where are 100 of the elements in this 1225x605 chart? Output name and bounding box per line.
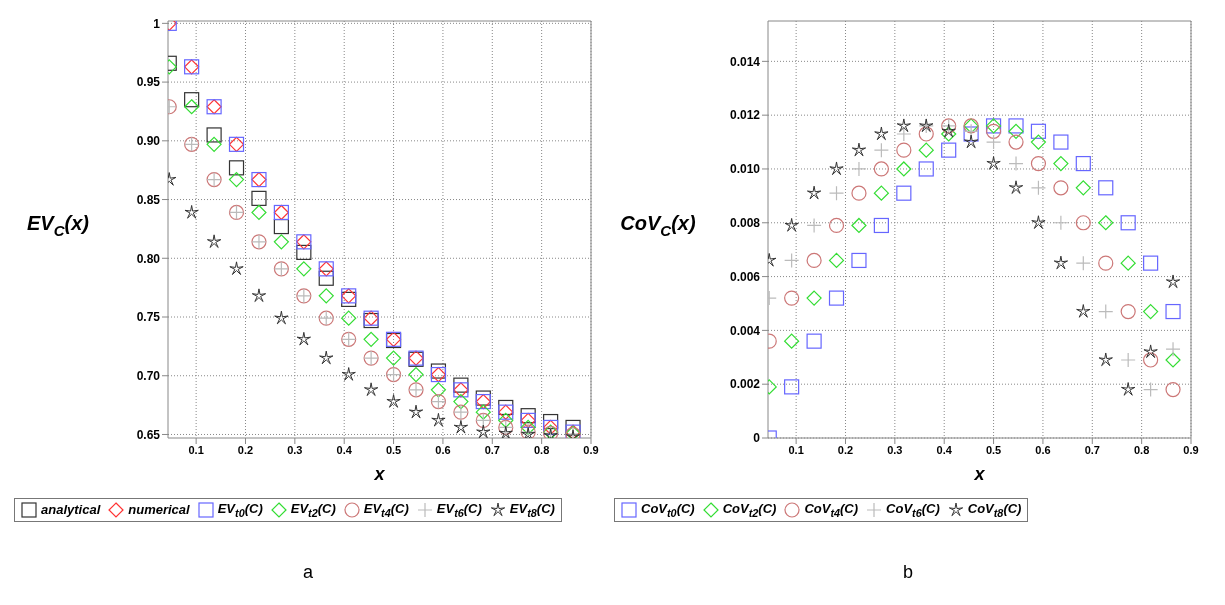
point [985,134,1002,150]
x-tick-label: 0.6 [435,443,451,456]
point [985,123,1002,139]
point [229,261,244,276]
point [1030,123,1047,139]
point [828,217,845,234]
point [520,419,536,436]
point [941,142,957,158]
point [851,252,867,269]
point [1098,180,1114,196]
y-tick-label: 0.95 [136,75,161,90]
x-tick-label: 0.4 [336,443,353,456]
x-tick-label: 0.5 [385,443,402,456]
legend-label: CoV$_{t0}$(C) [641,501,695,519]
point [1165,381,1181,398]
point [228,171,245,188]
point [274,310,289,325]
point [430,382,447,398]
point [829,161,844,176]
point [1053,215,1069,231]
x-tick-label: 0.7 [1084,443,1100,456]
y-axis-title: EV$_{C}$(x) [27,211,90,239]
point [296,244,312,261]
point [1008,134,1024,150]
point [1008,155,1024,172]
point [806,217,822,234]
point [1075,255,1091,271]
x-tick-label: 0.3 [287,443,303,456]
point [1098,255,1114,271]
legend-label: EV$_{t6}$(C) [436,501,482,519]
y-tick-label: 0.80 [136,251,161,266]
text: b [902,561,914,583]
point [1053,134,1069,150]
point [1075,155,1091,172]
point [184,92,200,108]
x-tick-label: 0.7 [484,443,500,456]
point [1165,341,1181,357]
point [296,331,311,346]
point [851,161,867,177]
point [1143,352,1159,368]
point [1098,215,1114,231]
point [184,204,199,219]
point [873,142,889,158]
y-tick-label: 0.85 [136,192,161,207]
point [1120,215,1136,231]
point [475,404,491,420]
point [806,333,822,349]
point [1143,303,1159,320]
y-tick-label: 0 [753,431,761,446]
x-tick-label: 0.8 [533,443,550,456]
point [873,217,889,234]
point [453,419,469,434]
point [1008,123,1024,139]
point [1143,381,1159,398]
point [341,310,357,326]
point [1165,303,1181,320]
y-tick-label: 0.012 [729,108,761,123]
y-tick-label: 0.008 [729,216,761,231]
legend-label: CoV$_{t4}$(C) [804,501,859,519]
y-tick-label: 1 [153,16,161,31]
point [453,393,469,410]
point [251,190,267,206]
y-tick-label: 0.010 [729,162,761,177]
point [408,404,424,419]
point [1053,180,1069,196]
point [184,99,200,115]
y-tick-label: 0.004 [729,323,761,338]
point [1165,274,1181,289]
point [476,424,491,438]
point [941,123,956,138]
legend-label: CoV$_{t8}$(C) [967,501,1022,519]
legend-label: CoV$_{t6}$(C) [886,501,940,519]
x-tick-label: 0.2 [237,443,254,456]
point [1120,352,1136,368]
point [206,234,222,248]
point [963,134,979,149]
y-tick-label: 0.006 [729,269,761,284]
point [806,185,822,200]
point [385,350,402,366]
point [498,425,513,438]
point [896,185,912,201]
point [851,185,867,201]
x-tick-label: 0.6 [1035,443,1051,456]
point [498,412,514,428]
y-axis-title: CoV$_{C}$(x) [620,211,696,239]
x-tick-label: 0.5 [985,443,1002,456]
point [1075,180,1091,196]
y-tick-label: 0.70 [136,369,161,383]
x-axis-title: x [973,464,986,484]
point [1053,155,1069,172]
point [784,333,800,349]
legend-label: CoV$_{t2}$(C) [722,501,777,519]
x-tick-label: 0.9 [1183,443,1199,456]
point [873,161,889,177]
point [408,366,424,383]
point [1030,134,1047,150]
point [851,217,867,234]
point [806,290,822,306]
point [1120,303,1136,320]
point [319,350,334,365]
